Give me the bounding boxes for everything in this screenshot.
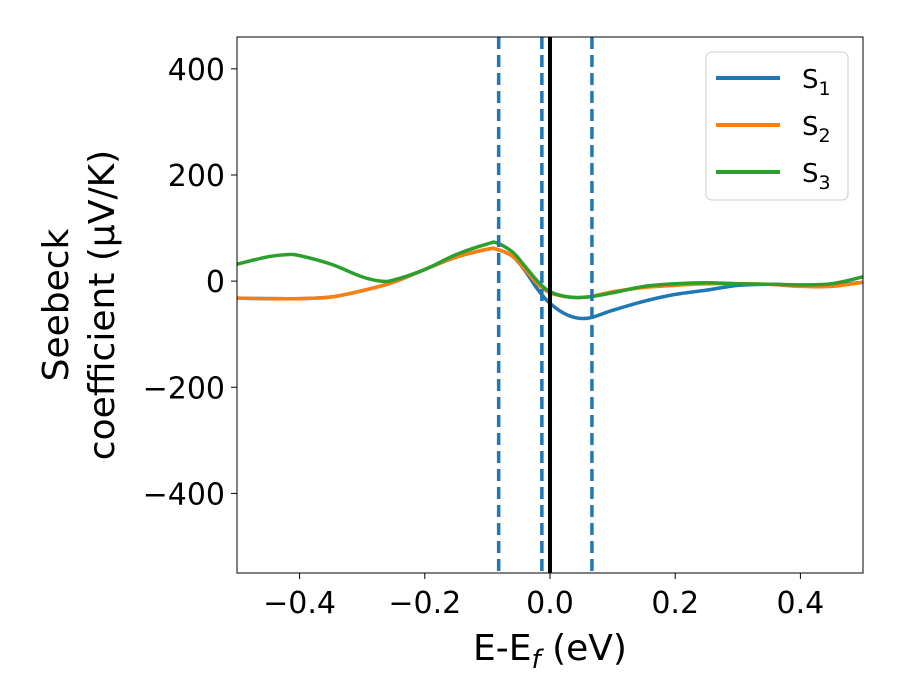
x-tick-label: 0.0 bbox=[526, 586, 574, 621]
y-tick-label: 0 bbox=[206, 265, 225, 300]
y-axis-label-line1: Seebeck bbox=[36, 228, 77, 381]
y-tick-label: 400 bbox=[168, 53, 225, 88]
x-tick-label: −0.2 bbox=[388, 586, 461, 621]
legend: S1 S2 S3 bbox=[705, 51, 849, 201]
legend-label-s3: S3 bbox=[802, 159, 831, 194]
x-tick-label: 0.4 bbox=[777, 586, 825, 621]
series-line-s3 bbox=[237, 240, 863, 300]
y-tick-label: −400 bbox=[143, 477, 225, 512]
y-axis-label-line2: coefficient (μV/K) bbox=[82, 150, 123, 460]
y-tick-label: −200 bbox=[143, 371, 225, 406]
series-layer bbox=[237, 240, 863, 321]
y-tick-label: 200 bbox=[168, 159, 225, 194]
x-axis-label: E-Ef (eV) bbox=[473, 628, 627, 675]
x-axis-label-unit: (eV) bbox=[541, 628, 627, 669]
reference-lines bbox=[496, 37, 594, 573]
x-tick-label: −0.4 bbox=[263, 586, 336, 621]
x-tick-label: 0.2 bbox=[651, 586, 699, 621]
legend-label-s2: S2 bbox=[802, 112, 831, 147]
axis-ticks: −0.4 −0.2 0.0 0.2 0.4 400 200 0 −200 −400 bbox=[143, 53, 825, 621]
legend-label-s1: S1 bbox=[802, 65, 831, 100]
